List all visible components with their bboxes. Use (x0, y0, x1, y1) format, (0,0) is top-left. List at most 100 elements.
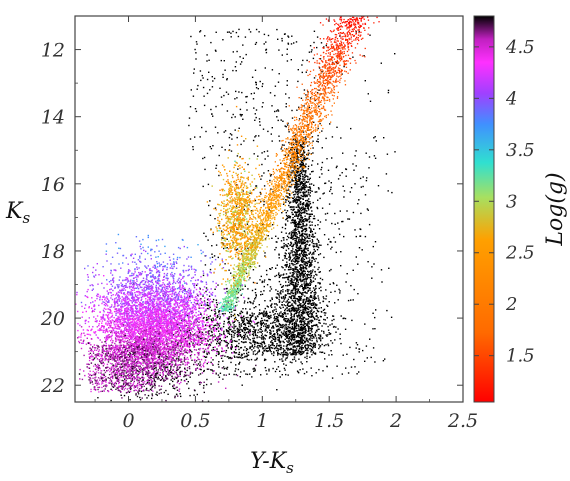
data-point (304, 207, 306, 209)
data-point (281, 333, 283, 335)
data-point (271, 237, 273, 239)
data-point (286, 261, 288, 263)
data-point (314, 346, 316, 348)
data-point (313, 342, 315, 344)
data-point (264, 367, 267, 369)
data-point (295, 303, 297, 305)
data-point (249, 346, 251, 348)
data-point (281, 324, 283, 326)
data-point (298, 260, 300, 263)
data-point (321, 351, 323, 354)
data-point (300, 194, 302, 197)
data-point (305, 268, 308, 270)
data-point (171, 308, 173, 310)
data-point (157, 340, 159, 342)
data-point (258, 336, 260, 338)
data-point (314, 344, 316, 347)
data-point (295, 354, 297, 356)
data-point (185, 292, 188, 295)
data-point (318, 299, 320, 301)
data-point (289, 244, 291, 246)
data-point (211, 337, 214, 339)
data-point (209, 344, 212, 346)
scatter-points (75, 16, 396, 402)
data-point (312, 345, 315, 348)
data-point (318, 368, 320, 371)
data-point (305, 158, 307, 161)
data-point (292, 248, 294, 250)
data-point (282, 341, 284, 343)
data-point (332, 315, 334, 317)
data-point (323, 308, 326, 311)
data-point (288, 308, 290, 310)
data-point (180, 278, 182, 281)
data-point (373, 137, 375, 139)
data-point (306, 157, 308, 160)
data-point (356, 373, 358, 375)
data-point (292, 180, 294, 182)
data-point (248, 338, 250, 340)
data-point (253, 92, 255, 94)
data-point (240, 346, 243, 349)
data-point (236, 50, 238, 53)
data-point (328, 301, 330, 303)
data-point (161, 356, 163, 358)
data-point (310, 315, 312, 317)
data-point (293, 352, 296, 354)
data-point (255, 358, 258, 361)
data-point (319, 351, 321, 353)
data-point (292, 318, 294, 320)
data-point (295, 293, 297, 295)
data-point (297, 239, 300, 241)
data-point (233, 355, 236, 357)
data-point (167, 296, 170, 298)
data-point (298, 189, 300, 191)
data-point (282, 285, 285, 287)
data-point (240, 341, 243, 343)
data-point (208, 204, 210, 207)
data-point (188, 124, 190, 127)
data-point (272, 325, 274, 327)
data-point (291, 274, 293, 277)
data-point (271, 298, 273, 300)
data-point (276, 317, 278, 320)
data-point (302, 254, 304, 256)
data-point (282, 332, 285, 334)
data-point (353, 288, 355, 291)
data-point (329, 333, 331, 335)
data-point (258, 349, 260, 351)
data-point (253, 347, 255, 349)
data-point (235, 61, 237, 63)
data-point (210, 41, 212, 44)
data-point (299, 304, 301, 306)
data-point (293, 254, 296, 256)
data-point (294, 296, 296, 298)
data-point (332, 315, 335, 317)
data-point (293, 358, 296, 360)
data-point (301, 339, 303, 341)
data-point (291, 180, 293, 182)
data-point (242, 321, 244, 323)
data-point (316, 318, 318, 321)
data-point (294, 174, 296, 176)
data-point (299, 163, 301, 166)
data-point (134, 302, 136, 304)
data-point (297, 339, 299, 342)
data-point (302, 339, 305, 342)
data-point (220, 327, 222, 330)
data-point (201, 331, 204, 334)
data-point (211, 349, 213, 351)
data-point (309, 220, 311, 223)
data-point (282, 352, 284, 354)
data-point (265, 359, 267, 361)
data-point (297, 307, 300, 310)
data-point (244, 333, 247, 335)
data-point (296, 153, 298, 155)
data-point (218, 342, 221, 345)
data-point (189, 349, 192, 352)
data-point (300, 312, 303, 314)
data-point (300, 223, 302, 226)
data-point (299, 278, 301, 280)
data-point (287, 248, 290, 250)
data-point (249, 328, 251, 331)
